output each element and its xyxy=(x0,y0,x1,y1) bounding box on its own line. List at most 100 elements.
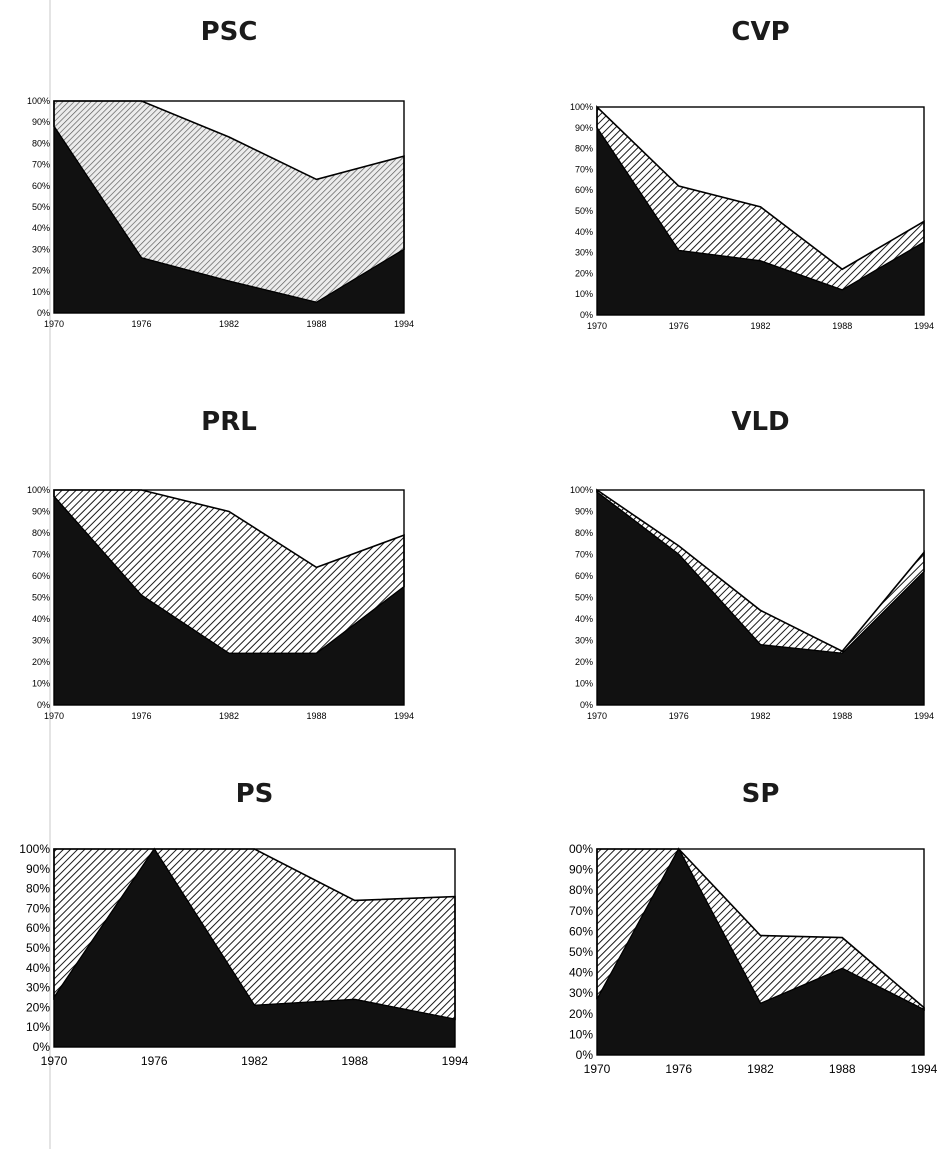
y-tick-label: 60% xyxy=(575,571,593,581)
x-tick-label: 1970 xyxy=(41,1054,68,1068)
x-tick-label: 1988 xyxy=(306,319,326,329)
chart-title: SP xyxy=(742,779,780,809)
y-tick-label: 40% xyxy=(569,966,593,980)
x-tick-label: 1970 xyxy=(44,711,64,721)
x-tick-label: 1982 xyxy=(750,711,770,721)
y-tick-label: 90% xyxy=(26,862,50,876)
y-tick-label: 50% xyxy=(575,206,593,216)
y-tick-label: 0% xyxy=(33,1040,51,1054)
y-tick-label: 50% xyxy=(26,941,50,955)
y-tick-label: 00% xyxy=(569,842,593,856)
x-tick-label: 1970 xyxy=(587,711,607,721)
plot-frame xyxy=(596,489,925,706)
y-tick-label: 60% xyxy=(26,921,50,935)
chart-panel-2: CVP 0% 10% 20% 30% 40% 50% 60% 70% 80% 90% 100% 1970… xyxy=(570,17,934,331)
chart-panel-4: VLD 0% 10% 20% 30% 40% 50% 60% 70% 80% 90% 100% 1970… xyxy=(570,407,934,721)
x-tick-label: 1994 xyxy=(394,319,414,329)
y-tick-label: 100% xyxy=(570,102,593,112)
y-tick-label: 80% xyxy=(32,138,50,148)
x-tick-label: 1976 xyxy=(131,711,151,721)
y-tick-label: 40% xyxy=(32,614,50,624)
y-tick-label: 20% xyxy=(575,657,593,667)
plot-frame xyxy=(53,489,405,706)
y-tick-label: 100% xyxy=(27,96,50,106)
x-tick-label: 1988 xyxy=(341,1054,368,1068)
y-tick-label: 70% xyxy=(575,550,593,560)
y-tick-label: 90% xyxy=(32,507,50,517)
x-tick-label: 1982 xyxy=(241,1054,268,1068)
x-tick-label: 1994 xyxy=(442,1054,469,1068)
x-tick-label: 1976 xyxy=(669,321,689,331)
chart-panel-5: PS 0% 10% 20% 30% 40% 50% 60% 70% 80% 90% 100% 1970 1… xyxy=(19,779,468,1068)
chart-panel-3: PRL 0% 10% 20% 30% 40% 50% 60% 70% 80% 90% 100% 1970… xyxy=(27,407,414,721)
chart-title: PRL xyxy=(201,407,257,437)
y-tick-label: 20% xyxy=(569,1007,593,1021)
y-tick-label: 70% xyxy=(32,550,50,560)
y-tick-label: 10% xyxy=(575,289,593,299)
x-tick-label: 1988 xyxy=(832,321,852,331)
y-tick-label: 40% xyxy=(575,227,593,237)
y-tick-label: 30% xyxy=(26,981,50,995)
chart-panel-1: PSC 0% 10% 20% 30% 40% 50% 60% 70% 80% 90% 100% 1970… xyxy=(27,17,414,329)
y-tick-label: 40% xyxy=(32,223,50,233)
y-tick-label: 0% xyxy=(576,1048,594,1062)
y-tick-label: 40% xyxy=(26,961,50,975)
y-tick-label: 50% xyxy=(569,945,593,959)
y-tick-label: 80% xyxy=(575,528,593,538)
x-tick-label: 1970 xyxy=(584,1062,611,1076)
plot-frame xyxy=(596,106,925,316)
y-tick-label: 80% xyxy=(32,528,50,538)
y-tick-label: 10% xyxy=(26,1020,50,1034)
x-tick-label: 1994 xyxy=(911,1062,938,1076)
y-tick-label: 30% xyxy=(575,636,593,646)
x-tick-label: 1970 xyxy=(44,319,64,329)
x-tick-label: 1976 xyxy=(141,1054,168,1068)
plot-frame xyxy=(596,848,925,1056)
y-tick-label: 20% xyxy=(575,268,593,278)
x-tick-label: 1988 xyxy=(306,711,326,721)
y-tick-label: 10% xyxy=(32,287,50,297)
y-tick-label: 30% xyxy=(569,986,593,1000)
chart-title: PSC xyxy=(201,17,258,47)
y-tick-label: 60% xyxy=(32,571,50,581)
y-tick-label: 50% xyxy=(32,593,50,603)
plot-frame xyxy=(53,848,456,1048)
y-tick-label: 100% xyxy=(19,842,50,856)
y-tick-label: 90% xyxy=(575,123,593,133)
y-tick-label: 0% xyxy=(37,308,50,318)
chart-title: PS xyxy=(236,779,274,809)
x-tick-label: 1994 xyxy=(394,711,414,721)
y-tick-label: 80% xyxy=(26,882,50,896)
x-tick-label: 1994 xyxy=(914,321,934,331)
chart-title: VLD xyxy=(731,407,789,437)
y-tick-label: 70% xyxy=(575,164,593,174)
y-tick-label: 70% xyxy=(26,901,50,915)
y-tick-label: 20% xyxy=(32,657,50,667)
y-tick-label: 50% xyxy=(575,593,593,603)
y-tick-label: 30% xyxy=(575,248,593,258)
x-tick-label: 1976 xyxy=(665,1062,692,1076)
y-tick-label: 60% xyxy=(569,924,593,938)
y-tick-label: 10% xyxy=(569,1027,593,1041)
x-tick-label: 1994 xyxy=(914,711,934,721)
y-tick-label: 20% xyxy=(32,266,50,276)
y-tick-label: 60% xyxy=(32,181,50,191)
plot-frame xyxy=(53,100,405,314)
x-tick-label: 1976 xyxy=(131,319,151,329)
x-tick-label: 1982 xyxy=(219,319,239,329)
y-tick-label: 60% xyxy=(575,185,593,195)
y-tick-label: 0% xyxy=(580,310,593,320)
x-tick-label: 1982 xyxy=(219,711,239,721)
y-tick-label: 100% xyxy=(570,485,593,495)
x-tick-label: 1988 xyxy=(829,1062,856,1076)
y-tick-label: 10% xyxy=(32,679,50,689)
y-tick-label: 30% xyxy=(32,244,50,254)
y-tick-label: 70% xyxy=(569,904,593,918)
y-tick-label: 100% xyxy=(27,485,50,495)
y-tick-label: 40% xyxy=(575,614,593,624)
chart-title: CVP xyxy=(731,17,789,47)
y-tick-label: 90% xyxy=(575,507,593,517)
y-tick-label: 70% xyxy=(32,160,50,170)
x-tick-label: 1970 xyxy=(587,321,607,331)
